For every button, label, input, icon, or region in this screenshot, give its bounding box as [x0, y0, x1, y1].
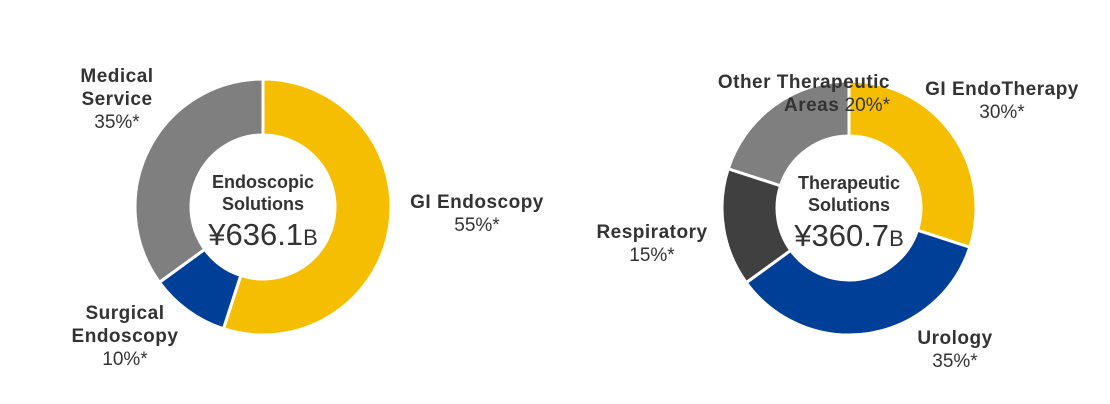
percent-label: 55%* — [454, 215, 500, 236]
category-name: Urology — [917, 328, 993, 349]
center-label: Endoscopic Solutions ¥636.1B — [198, 171, 328, 258]
category-name: Medical Service — [80, 66, 154, 110]
center-total: ¥360.7B — [784, 216, 914, 259]
donut-segment — [133, 77, 265, 285]
center-title: Therapeutic Solutions — [797, 173, 901, 215]
segment-label: Surgical Endoscopy 10%* — [65, 302, 185, 371]
donut-segment — [726, 79, 851, 188]
category-name: Respiratory — [596, 222, 708, 243]
center-title: Endoscopic Solutions — [211, 172, 314, 214]
percent-label: 15%* — [629, 245, 675, 266]
center-value: ¥360.7 — [794, 218, 890, 253]
percent-label: 35%* — [932, 351, 978, 372]
category-name: Other Therapeutic Areas — [717, 72, 890, 116]
segment-label: GI Endoscopy 55%* — [392, 191, 562, 237]
category-name: Surgical Endoscopy — [71, 303, 179, 347]
category-name: GI EndoTherapy — [925, 79, 1079, 100]
segment-label: GI EndoTherapy 30%* — [907, 78, 1097, 124]
center-label: Therapeutic Solutions ¥360.7B — [784, 172, 914, 259]
segment-label: Other Therapeutic Areas 20%* — [680, 71, 890, 117]
segment-label: Urology 35%* — [895, 327, 1015, 373]
category-name: GI Endoscopy — [410, 192, 544, 213]
donut-segment — [221, 77, 393, 337]
percent-label: 10%* — [102, 349, 148, 370]
center-value: ¥636.1 — [208, 217, 304, 252]
segment-label: Medical Service 35%* — [67, 65, 167, 134]
donut-segment — [847, 79, 978, 250]
center-unit: B — [889, 226, 904, 251]
center-total: ¥636.1B — [198, 215, 328, 258]
percent-label: 30%* — [979, 102, 1025, 123]
donut-segment — [744, 228, 972, 337]
percent-label: 20%* — [844, 95, 890, 116]
segment-label: Respiratory 15%* — [582, 221, 722, 267]
percent-label: 35%* — [94, 112, 140, 133]
center-unit: B — [303, 225, 318, 250]
